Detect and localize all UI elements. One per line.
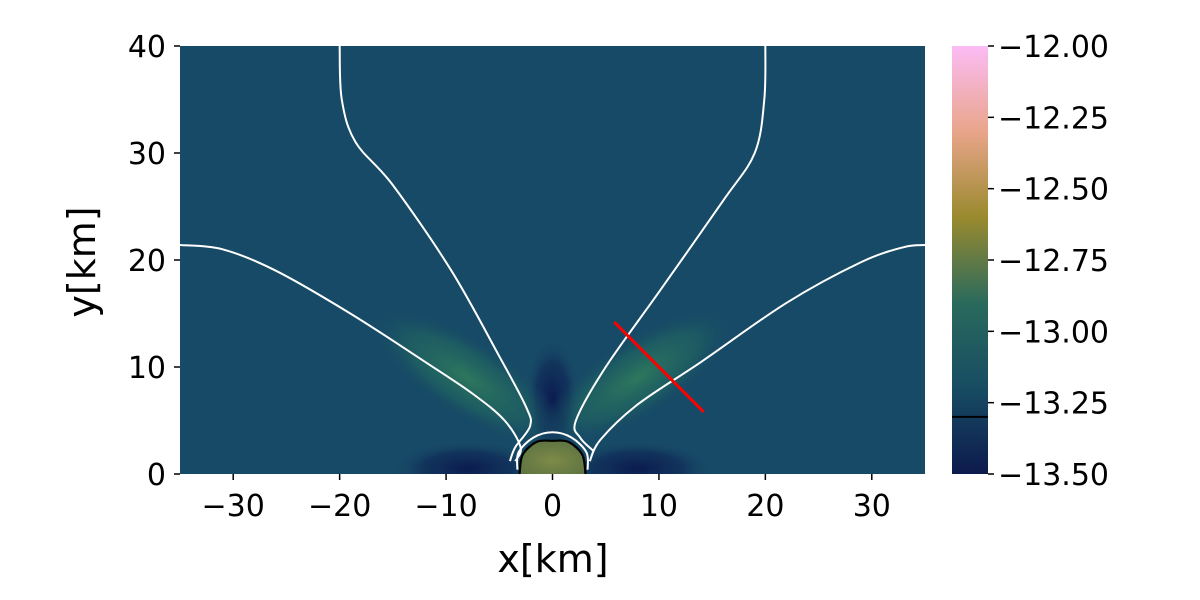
x-tick-label: 30 [853,489,891,524]
y-tick-label: 10 [128,351,166,386]
x-tick-label: 10 [640,489,678,524]
y-tick-label: 20 [128,244,166,279]
y-axis: 0 10 20 30 40 [128,30,180,493]
x-tick-label: −10 [414,489,477,524]
core-high-region [519,440,586,474]
low-region-left [392,440,543,474]
jet-left-high-region [368,306,567,449]
low-region-right [562,440,713,474]
colorbar-gradient [952,46,988,474]
colorbar-tick-label: −13.50 [998,458,1109,493]
colorbar-tick-label: −12.25 [998,101,1109,136]
annotation-red-line [613,321,705,413]
y-tick-label: 40 [128,30,166,65]
y-tick-label: 30 [128,137,166,172]
x-axis: −30 −20 −10 0 10 20 30 [202,474,891,524]
colorbar-tick-label: −12.00 [998,30,1109,65]
x-tick-label: 20 [746,489,784,524]
contour-lines [180,46,925,474]
contour-core-outer [515,431,590,470]
heatmap-field [180,46,925,474]
contour-inner-left [338,46,532,462]
x-tick-label: −30 [202,489,265,524]
contour-outer-right [588,244,925,462]
x-tick-label: −20 [308,489,371,524]
jet-right-high-region [538,306,737,449]
colorbar-axis: −13.50 −13.25 −13.00 −12.75 −12.50 −12.25 −12.… [988,30,1109,493]
colorbar-tick-label: −13.25 [998,387,1109,422]
contour-inner-right [573,46,767,452]
annotation-lines [613,321,705,413]
y-axis-label: y[km] [60,206,104,317]
colorbar-tick-label: −13.00 [998,315,1109,350]
contour-core-boundary [518,439,587,474]
contour-outer-left [180,244,522,462]
plot-area [180,46,925,474]
y-tick-label: 0 [147,458,166,493]
x-tick-label: 0 [543,489,562,524]
colorbar-tick-label: −12.50 [998,173,1109,208]
x-axis-label: x[km] [497,537,608,581]
colorbar-tick-label: −12.75 [998,244,1109,279]
colorbar: −13.50 −13.25 −13.00 −12.75 −12.50 −12.25 −12.… [952,30,1109,493]
